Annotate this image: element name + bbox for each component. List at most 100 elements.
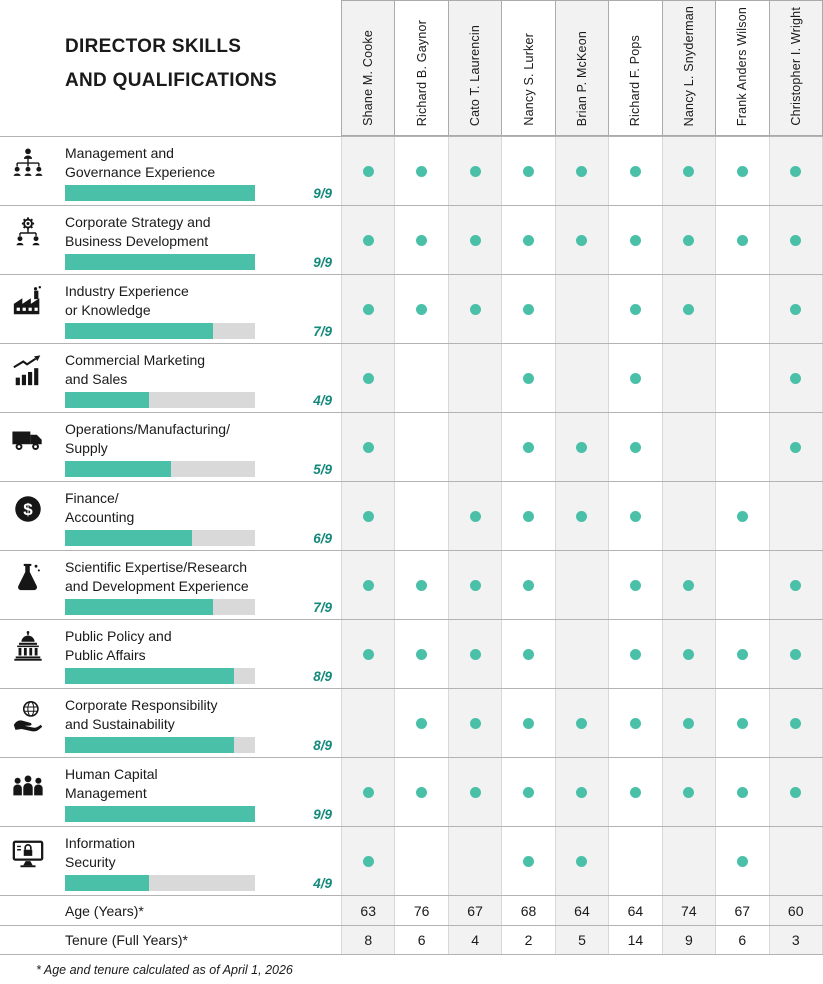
skill-count-label: 6/9 <box>313 530 332 546</box>
skill-dot <box>523 786 535 798</box>
stat-value: 4 <box>447 926 502 954</box>
matrix-cell <box>608 551 661 619</box>
matrix-cell <box>608 344 661 412</box>
tenure-row: Tenure (Full Years)* 8 6 4 2 5 14 9 6 3 <box>0 925 823 955</box>
footnote: * Age and tenure calculated as of April … <box>36 963 293 977</box>
director-name: Nancy S. Lurker <box>521 33 536 126</box>
skill-dot <box>736 510 748 522</box>
skill-dot <box>736 165 748 177</box>
matrix-cell <box>447 758 502 826</box>
bar-fill <box>65 461 171 477</box>
skill-label-line-1: Scientific Expertise/Research <box>65 559 248 575</box>
director-column-header: Richard B. Gaynor <box>395 0 449 136</box>
skill-row: Public Policy and Public Affairs 8/9 <box>0 619 823 688</box>
bar-fill <box>65 599 213 615</box>
matrix-cell <box>501 482 554 550</box>
skill-count-label: 9/9 <box>313 254 332 270</box>
bar-track <box>65 461 255 477</box>
matrix-cell <box>554 482 609 550</box>
skill-dot <box>523 234 535 246</box>
director-name: Shane M. Cooke <box>361 30 376 126</box>
skill-dot <box>362 579 374 591</box>
stat-value: 63 <box>341 896 395 925</box>
skill-count-label: 7/9 <box>313 323 332 339</box>
svg-text:$: $ <box>23 500 33 519</box>
skill-dot <box>683 165 695 177</box>
skill-label-line-2: Governance Experience <box>65 164 216 180</box>
skill-dot <box>683 786 695 798</box>
security-monitor-icon <box>11 837 47 873</box>
skill-dot <box>683 648 695 660</box>
matrix-cell <box>768 689 823 757</box>
matrix-cell <box>447 137 502 205</box>
truck-icon <box>11 423 47 459</box>
skill-dot <box>416 234 428 246</box>
director-column-header: Shane M. Cooke <box>341 0 396 136</box>
matrix-cell <box>661 482 716 550</box>
matrix-cell <box>341 827 395 895</box>
skill-dot <box>683 234 695 246</box>
matrix-cell <box>768 482 823 550</box>
skill-dot <box>523 717 535 729</box>
skill-dot <box>416 648 428 660</box>
skill-dot <box>790 786 802 798</box>
skill-count-bar: 7/9 <box>65 599 341 615</box>
title-line-2: AND QUALIFICATIONS <box>65 70 277 91</box>
skill-row: Scientific Expertise/Research and Develop… <box>0 550 823 619</box>
skill-dot <box>362 303 374 315</box>
bar-track <box>65 323 255 339</box>
skill-dot <box>736 855 748 867</box>
matrix-cell <box>768 827 823 895</box>
marketing-chart-icon <box>11 354 47 390</box>
skill-label-cell: Corporate Strategy and Business Developme… <box>0 206 341 274</box>
director-column-header: Richard F. Pops <box>609 0 663 136</box>
skill-label-line-2: Supply <box>65 440 108 456</box>
skill-dot <box>362 441 374 453</box>
director-column-header: Nancy S. Lurker <box>502 0 556 136</box>
skill-dot <box>629 372 641 384</box>
matrix-cell <box>341 482 395 550</box>
skill-row: Operations/Manufacturing/Supply 5/9 <box>0 412 823 481</box>
skill-dot <box>469 165 481 177</box>
skill-dot <box>576 786 588 798</box>
skill-row: Commercial Marketing and Sales 4/9 <box>0 343 823 412</box>
flask-icon <box>11 561 47 597</box>
stat-value: 3 <box>768 926 823 954</box>
stat-value: 67 <box>447 896 502 925</box>
matrix-cell <box>715 275 768 343</box>
stat-value: 6 <box>715 926 768 954</box>
skill-dot <box>790 372 802 384</box>
stat-value: 14 <box>608 926 661 954</box>
skill-dot <box>416 786 428 798</box>
skill-label-cell: Corporate Responsibility and Sustainabili… <box>0 689 341 757</box>
skill-label-line-1: Management and <box>65 145 174 161</box>
skill-dot <box>469 234 481 246</box>
matrix-cell <box>341 206 395 274</box>
bar-track <box>65 392 255 408</box>
skill-dot <box>629 786 641 798</box>
age-row: Age (Years)* 63 76 67 68 64 64 74 67 60 <box>0 895 823 925</box>
sustainability-hand-globe-icon <box>11 699 47 735</box>
matrix-cell <box>661 413 716 481</box>
matrix-cell <box>715 758 768 826</box>
skill-label-line-1: Corporate Responsibility <box>65 697 218 713</box>
skill-dot <box>790 165 802 177</box>
director-name: Christopher I. Wright <box>788 7 803 126</box>
bar-track <box>65 668 255 684</box>
matrix-cell <box>394 620 447 688</box>
matrix-cell <box>501 413 554 481</box>
matrix-cell <box>501 344 554 412</box>
skill-dot <box>790 579 802 591</box>
skill-row: $ Finance/Accounting 6/9 <box>0 481 823 550</box>
matrix-cell <box>661 689 716 757</box>
skill-dot <box>469 303 481 315</box>
skill-dot <box>629 303 641 315</box>
skill-row: Management and Governance Experience 9/9 <box>0 136 823 205</box>
skill-label-cell: Operations/Manufacturing/Supply 5/9 <box>0 413 341 481</box>
skill-dot <box>576 855 588 867</box>
matrix-cell <box>608 482 661 550</box>
stat-value: 9 <box>661 926 716 954</box>
skill-label-line-2: Accounting <box>65 509 135 525</box>
dollar-icon: $ <box>11 492 47 528</box>
matrix-cell <box>768 620 823 688</box>
